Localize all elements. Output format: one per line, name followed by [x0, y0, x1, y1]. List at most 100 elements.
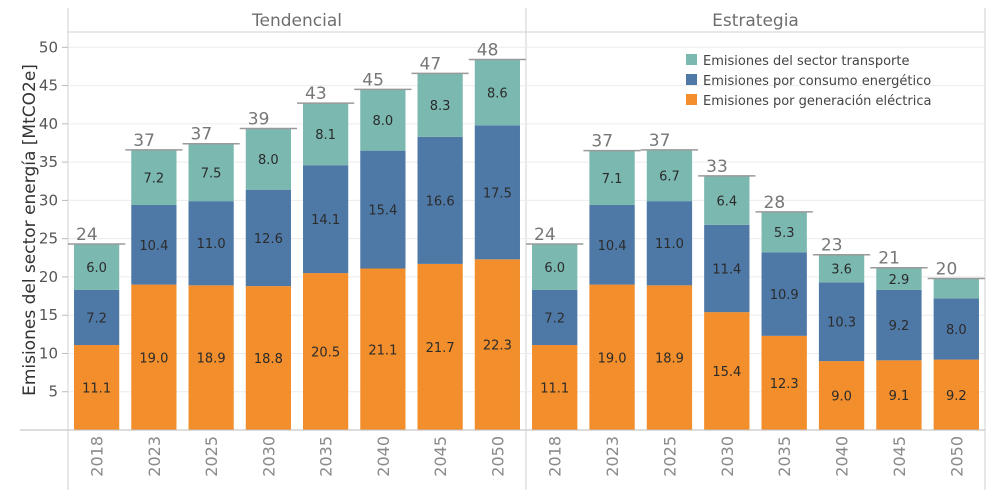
data-label: 5.3	[774, 226, 795, 241]
data-label: 9.0	[831, 390, 852, 405]
bar-segment	[704, 175, 750, 225]
data-label: 8.0	[946, 323, 967, 338]
data-label: 8.1	[315, 128, 336, 143]
data-label: 16.6	[426, 194, 455, 209]
data-label: 11.4	[712, 263, 741, 278]
bar-segment	[360, 268, 406, 430]
bar-segment	[646, 149, 693, 202]
total-label: 43	[305, 84, 327, 104]
x-tick-label: 2050	[947, 436, 966, 477]
data-label: 10.9	[770, 288, 799, 303]
bar-segment	[360, 89, 406, 151]
x-tick-label: 2040	[833, 436, 852, 477]
bar-segment	[818, 254, 865, 283]
y-tick-label: 15	[39, 306, 58, 324]
bar-segment	[704, 224, 750, 313]
total-label: 24	[76, 225, 98, 245]
legend-swatch	[686, 54, 697, 65]
bar-segment	[761, 211, 807, 253]
bar-segment	[245, 189, 291, 287]
total-label: 33	[706, 157, 728, 177]
y-tick-label: 35	[39, 153, 58, 171]
data-label: 14.1	[311, 213, 340, 228]
bar-segment	[360, 150, 406, 269]
x-tick-label: 2035	[775, 436, 794, 477]
bar-segment	[876, 267, 922, 290]
data-label: 8.0	[258, 153, 279, 168]
data-label: 10.4	[139, 239, 168, 254]
data-label: 6.0	[86, 261, 107, 276]
bar-segment	[188, 201, 234, 286]
total-label: 37	[649, 131, 671, 151]
y-tick-label: 45	[39, 77, 58, 95]
bar-segment	[646, 201, 693, 286]
bar-segment	[131, 149, 177, 205]
data-label: 6.4	[716, 194, 737, 209]
data-label: 8.0	[373, 114, 394, 129]
total-label: 28	[764, 193, 786, 213]
total-label: 37	[591, 132, 613, 152]
y-tick-label: 40	[39, 115, 58, 133]
x-tick-label: 2023	[145, 436, 164, 477]
total-label: 37	[133, 131, 155, 151]
bar-segment	[245, 286, 291, 430]
chart-frame: Tendencial Estrategia	[67, 8, 986, 430]
bar-segment	[532, 345, 578, 430]
x-tick-label: 2025	[660, 436, 679, 477]
data-label: 8.6	[487, 86, 508, 101]
bar-segment	[761, 335, 807, 430]
y-axis-label: Emisiones del sector energía [MtCO2e]	[20, 64, 40, 396]
legend-swatch	[686, 74, 697, 85]
data-label: 20.5	[311, 346, 340, 361]
data-label: 11.1	[82, 382, 111, 397]
data-label: 11.0	[197, 237, 226, 252]
x-tick-label: 2018	[88, 436, 107, 477]
data-label: 2.9	[889, 273, 910, 288]
bar-segment	[876, 360, 922, 430]
total-label: 23	[821, 236, 843, 256]
data-label: 7.2	[144, 171, 165, 186]
bar-segment	[74, 244, 120, 290]
x-tick-label: 2050	[488, 436, 507, 477]
bar-segment	[532, 289, 578, 346]
legend-entry: Emisiones del sector transporte	[703, 54, 909, 69]
y-tick-label: 50	[39, 38, 58, 56]
panel-title: Tendencial	[251, 11, 342, 31]
bar-segment	[704, 312, 750, 430]
bar-segment	[532, 244, 578, 290]
total-label: 45	[362, 70, 384, 90]
data-label: 18.8	[254, 352, 283, 367]
data-label: 10.4	[598, 239, 627, 254]
y-tick-label: 25	[39, 230, 58, 248]
bar-segment	[474, 59, 520, 126]
bar-segment	[474, 259, 520, 430]
bar-segment	[933, 298, 979, 360]
bar-segment	[474, 125, 520, 260]
data-label: 22.3	[483, 339, 512, 354]
data-label: 12.6	[254, 232, 283, 247]
x-tick-label: 2030	[259, 436, 278, 477]
data-label: 11.0	[655, 237, 684, 252]
bar-segment	[417, 73, 463, 137]
data-label: 18.9	[197, 352, 226, 367]
data-label: 19.0	[139, 351, 168, 366]
data-label: 21.1	[368, 343, 397, 358]
x-tick-label: 2025	[202, 436, 221, 477]
data-label: 8.3	[430, 99, 451, 114]
bars	[74, 59, 979, 430]
total-label: 47	[420, 54, 442, 74]
data-label: 9.2	[946, 389, 967, 404]
data-label: 10.3	[827, 316, 856, 331]
bar-segment	[818, 282, 865, 362]
total-label: 21	[878, 249, 900, 269]
bar-segment	[876, 289, 922, 361]
total-label: 24	[534, 225, 556, 245]
data-label: 7.5	[201, 166, 222, 181]
total-label: 20	[936, 259, 958, 279]
y-tick-label: 30	[39, 191, 58, 209]
data-label: 21.7	[426, 341, 455, 356]
x-tick-label: 2030	[718, 436, 737, 477]
bar-segment	[303, 273, 349, 430]
total-label: 48	[477, 41, 499, 61]
